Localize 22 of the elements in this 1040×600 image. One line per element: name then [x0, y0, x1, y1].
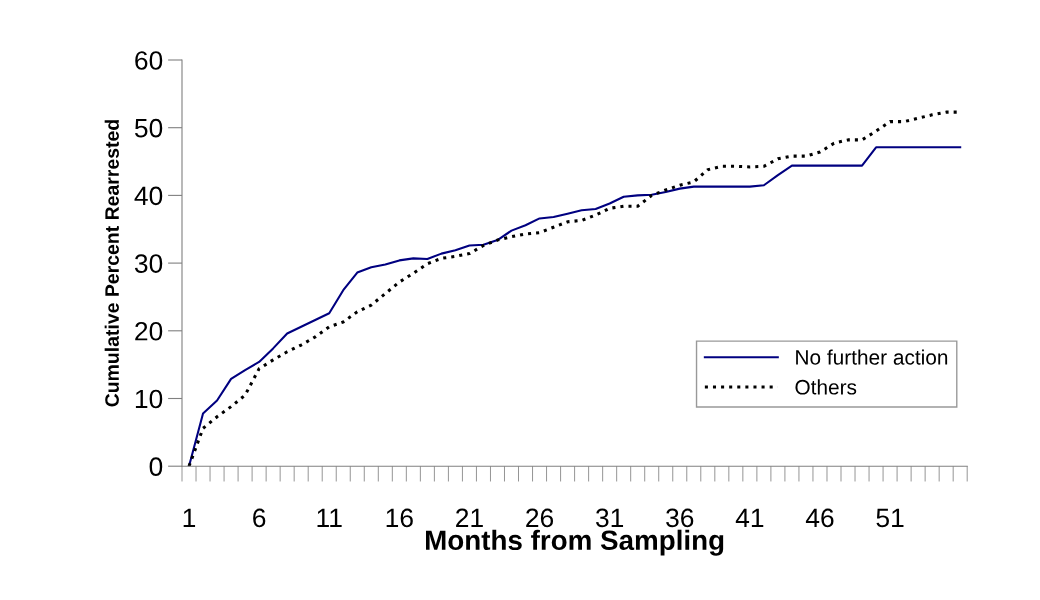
y-tick-label: 30	[134, 254, 163, 273]
legend-label: Others	[795, 379, 857, 395]
x-tick-label: 21	[456, 508, 483, 527]
x-tick-label: 51	[876, 508, 904, 528]
x-tick-label: 6	[253, 508, 266, 528]
y-tick-label: 20	[135, 321, 163, 341]
x-tick-label: 11	[317, 508, 342, 527]
x-tick-label: 41	[735, 508, 764, 527]
x-tick-label: 16	[386, 508, 413, 528]
x-axis-title: Months from Sampling	[426, 529, 724, 556]
x-tick-label: 26	[526, 508, 554, 528]
y-tick-label: 40	[134, 186, 163, 206]
y-tick-label: 60	[135, 51, 163, 70]
x-tick-label: 31	[595, 508, 624, 528]
y-tick-label: 50	[134, 118, 163, 138]
legend-label: No further action	[796, 349, 948, 365]
x-tick-label: 36	[666, 508, 694, 528]
y-tick-label: 10	[135, 389, 163, 409]
x-tick-label: 46	[805, 508, 834, 528]
y-tick-label: 0	[149, 457, 163, 477]
x-tick-label: 1	[183, 508, 196, 527]
y-axis-title: Cumulative Percent Rearrested	[104, 120, 119, 407]
